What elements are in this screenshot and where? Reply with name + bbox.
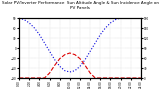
- Text: Solar PV/Inverter Performance  Sun Altitude Angle & Sun Incidence Angle on PV Pa: Solar PV/Inverter Performance Sun Altitu…: [1, 1, 159, 10]
